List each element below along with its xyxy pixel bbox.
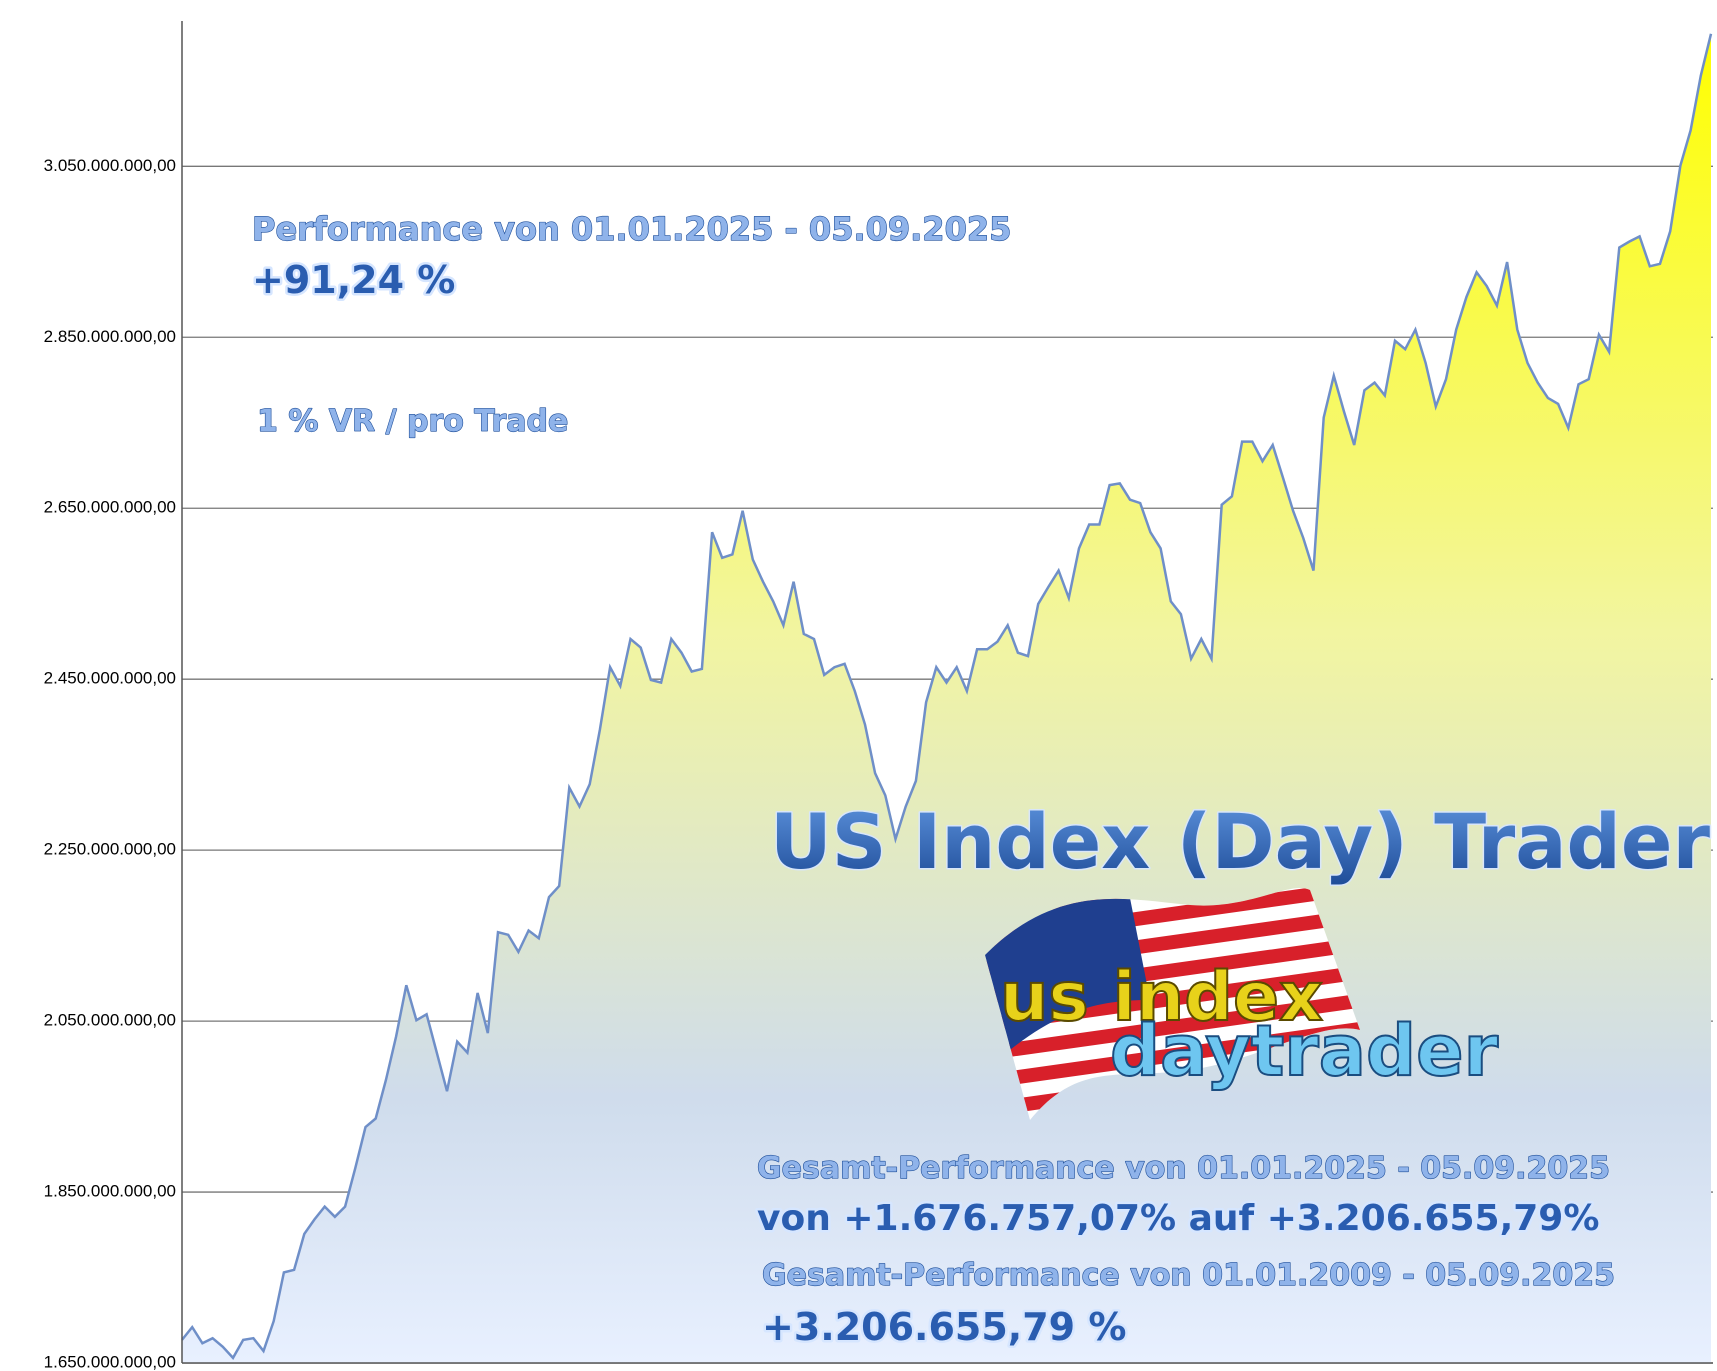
y-tick-label: 2.450.000.000,00 <box>44 669 176 688</box>
y-tick-label: 1.850.000.000,00 <box>44 1182 176 1201</box>
y-tick-label: 2.250.000.000,00 <box>44 840 176 859</box>
y-tick-label: 2.050.000.000,00 <box>44 1011 176 1030</box>
annotation: von +1.676.757,07% auf +3.206.655,79% <box>757 1198 1599 1239</box>
logo-text: daytrader <box>1110 1010 1499 1092</box>
annotation: Performance von 01.01.2025 - 05.09.2025 <box>252 210 1011 248</box>
annotation: Gesamt-Performance von 01.01.2025 - 05.0… <box>757 1151 1610 1186</box>
y-tick-label: 3.050.000.000,00 <box>44 156 176 175</box>
annotation: Gesamt-Performance von 01.01.2009 - 05.0… <box>762 1258 1615 1293</box>
y-tick-label: 1.650.000.000,00 <box>44 1352 176 1371</box>
y-tick-label: 2.850.000.000,00 <box>44 327 176 346</box>
annotation: +91,24 % <box>252 258 455 302</box>
logo-text: us index <box>1000 958 1323 1037</box>
y-tick-label: 2.650.000.000,00 <box>44 498 176 517</box>
plot-area <box>181 33 1713 1363</box>
area-line <box>181 33 1713 1361</box>
area <box>182 33 1711 1363</box>
annotation: 1 % VR / pro Trade <box>257 404 568 439</box>
annotation-title: US Index (Day) Trader <box>770 797 1710 886</box>
annotation: +3.206.655,79 % <box>762 1305 1126 1349</box>
